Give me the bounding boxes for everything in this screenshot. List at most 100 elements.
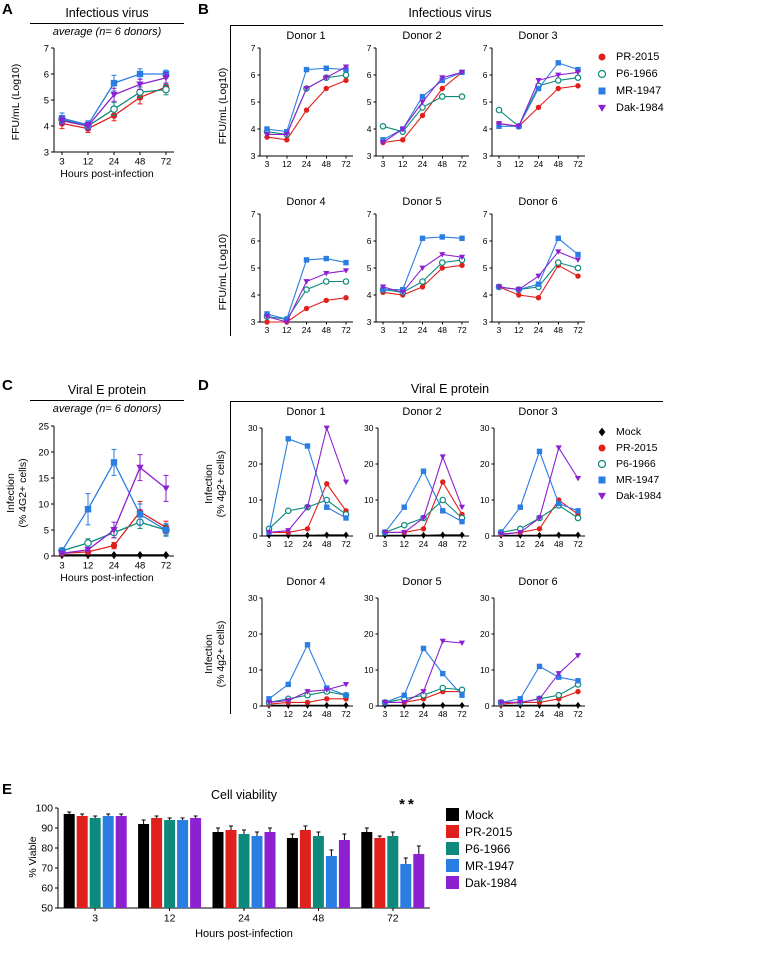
legend-item: Dak-1984: [446, 874, 517, 891]
svg-text:6: 6: [251, 236, 256, 246]
svg-text:12: 12: [282, 159, 292, 169]
legend-item: Mock: [446, 806, 517, 823]
svg-text:20: 20: [248, 629, 258, 639]
svg-text:3: 3: [483, 317, 488, 327]
panel-d-row1-y-axis-label: Infection (% 4g2+ cells): [203, 450, 227, 518]
panel-e-bar-chart: 50 60 70 80 90 100 3 12 24 48 72: [35, 803, 430, 925]
svg-text:10: 10: [248, 665, 258, 675]
svg-text:12: 12: [398, 159, 408, 169]
svg-text:4: 4: [483, 290, 488, 300]
svg-text:10: 10: [364, 665, 374, 675]
significance-asterisks: **: [399, 796, 417, 813]
panel-label-a: A: [2, 1, 13, 18]
legend-item: Dak-1984: [594, 488, 662, 504]
svg-text:12: 12: [400, 539, 410, 549]
svg-text:24: 24: [535, 539, 545, 549]
panel-a-title-rule: [30, 23, 184, 24]
panel-d-title: Viral E protein: [410, 382, 490, 396]
svg-text:30: 30: [248, 423, 258, 433]
svg-text:3: 3: [483, 151, 488, 161]
donor-5-title: Donor 5: [402, 576, 442, 588]
svg-text:48: 48: [554, 159, 564, 169]
svg-text:4: 4: [483, 124, 488, 134]
svg-text:5: 5: [367, 263, 372, 273]
donor-5-ffu-chart: 3 4 5 6 7 3 12 24 48 72: [367, 209, 469, 335]
donor-2-ffu-chart: 3 4 5 6 7 3 12 24 48 72: [367, 43, 469, 169]
donor-6-title: Donor 6: [518, 196, 558, 208]
svg-text:24: 24: [418, 159, 428, 169]
svg-text:10: 10: [248, 495, 258, 505]
svg-text:72: 72: [161, 157, 172, 168]
legend-item: Mock: [594, 424, 662, 440]
svg-text:25: 25: [38, 421, 49, 432]
svg-text:12: 12: [164, 913, 176, 925]
panel-a-chart: 3 4 5 6 7 3 12 24 48 72: [44, 43, 174, 168]
donor-1-ffu-chart: 3 4 5 6 7 3 12 24 48 72: [251, 43, 353, 169]
svg-text:5: 5: [44, 525, 49, 536]
donor-3-ffu-chart: 3 4 5 6 7 3 12 24 48 72: [483, 43, 585, 169]
svg-text:7: 7: [251, 209, 256, 219]
panel-label-d: D: [198, 377, 209, 394]
pr-2015-swatch-icon: [446, 825, 459, 838]
svg-text:4: 4: [44, 121, 49, 132]
donor-1-title: Donor 1: [286, 30, 326, 42]
legend-item: MR-1947: [446, 857, 517, 874]
svg-text:70: 70: [41, 863, 53, 875]
panel-c-x-axis-label: Hours post-infection: [60, 572, 154, 584]
svg-text:48: 48: [135, 561, 146, 572]
legend-label: PR-2015: [616, 442, 658, 454]
panel-d-row2-y-axis-label: Infection (% 4g2+ cells): [203, 620, 227, 688]
panel-b-row1-y-axis-label: FFU/mL (Log10): [217, 67, 229, 145]
svg-text:72: 72: [341, 709, 351, 719]
svg-text:72: 72: [573, 159, 583, 169]
svg-text:3: 3: [497, 159, 502, 169]
panel-label-e: E: [2, 781, 13, 798]
mock-marker-icon: [594, 426, 612, 438]
pr-2015-marker-icon: [594, 51, 612, 63]
legend-item: PR-2015: [446, 823, 517, 840]
svg-text:12: 12: [83, 561, 94, 572]
svg-text:12: 12: [284, 709, 294, 719]
svg-text:72: 72: [341, 325, 351, 335]
svg-text:3: 3: [44, 147, 49, 158]
svg-text:3: 3: [367, 151, 372, 161]
panel-c-title: Viral E protein: [67, 383, 147, 397]
svg-text:5: 5: [483, 97, 488, 107]
panel-e-x-axis-label: Hours post-infection: [195, 928, 293, 940]
mr-1947-swatch-icon: [446, 859, 459, 872]
svg-text:4: 4: [367, 290, 372, 300]
donor-4-infection-chart: 0 10 20 30 3 12 24 48 72: [248, 593, 353, 719]
legend-item: MR-1947: [594, 472, 662, 488]
donor-5-infection-chart: 0 10 20 30 3 12 24 48 72: [364, 593, 469, 719]
svg-text:3: 3: [381, 325, 386, 335]
legend-label: MR-1947: [616, 474, 660, 486]
svg-text:5: 5: [251, 97, 256, 107]
donor-3-title: Donor 3: [518, 30, 558, 42]
panel-b-title: Infectious virus: [408, 6, 492, 20]
dak-1984-swatch-icon: [446, 876, 459, 889]
svg-text:7: 7: [44, 43, 49, 54]
svg-text:24: 24: [534, 325, 544, 335]
svg-text:48: 48: [438, 325, 448, 335]
svg-text:12: 12: [398, 325, 408, 335]
svg-text:3: 3: [497, 325, 502, 335]
svg-text:0: 0: [485, 701, 490, 711]
legend-label: Dak-1984: [616, 101, 664, 114]
svg-text:24: 24: [238, 913, 250, 925]
svg-text:80: 80: [41, 843, 53, 855]
donor-6-ffu-chart: 3 4 5 6 7 3 12 24 48 72: [483, 209, 585, 335]
svg-text:3: 3: [383, 539, 388, 549]
donor-2-infection-chart: 0 10 20 30 3 12 24 48 72: [364, 423, 469, 549]
svg-text:48: 48: [135, 157, 146, 168]
svg-text:15: 15: [38, 473, 49, 484]
svg-text:48: 48: [438, 159, 448, 169]
svg-text:100: 100: [35, 803, 53, 815]
svg-text:12: 12: [282, 325, 292, 335]
svg-text:3: 3: [59, 561, 64, 572]
svg-text:48: 48: [438, 539, 448, 549]
panel-label-c: C: [2, 377, 13, 394]
mr-1947-marker-icon: [594, 85, 612, 97]
svg-text:24: 24: [302, 159, 312, 169]
donor-5-title: Donor 5: [402, 196, 442, 208]
donor-1-infection-chart: 0 10 20 30 3 12 24 48 72: [248, 423, 353, 549]
